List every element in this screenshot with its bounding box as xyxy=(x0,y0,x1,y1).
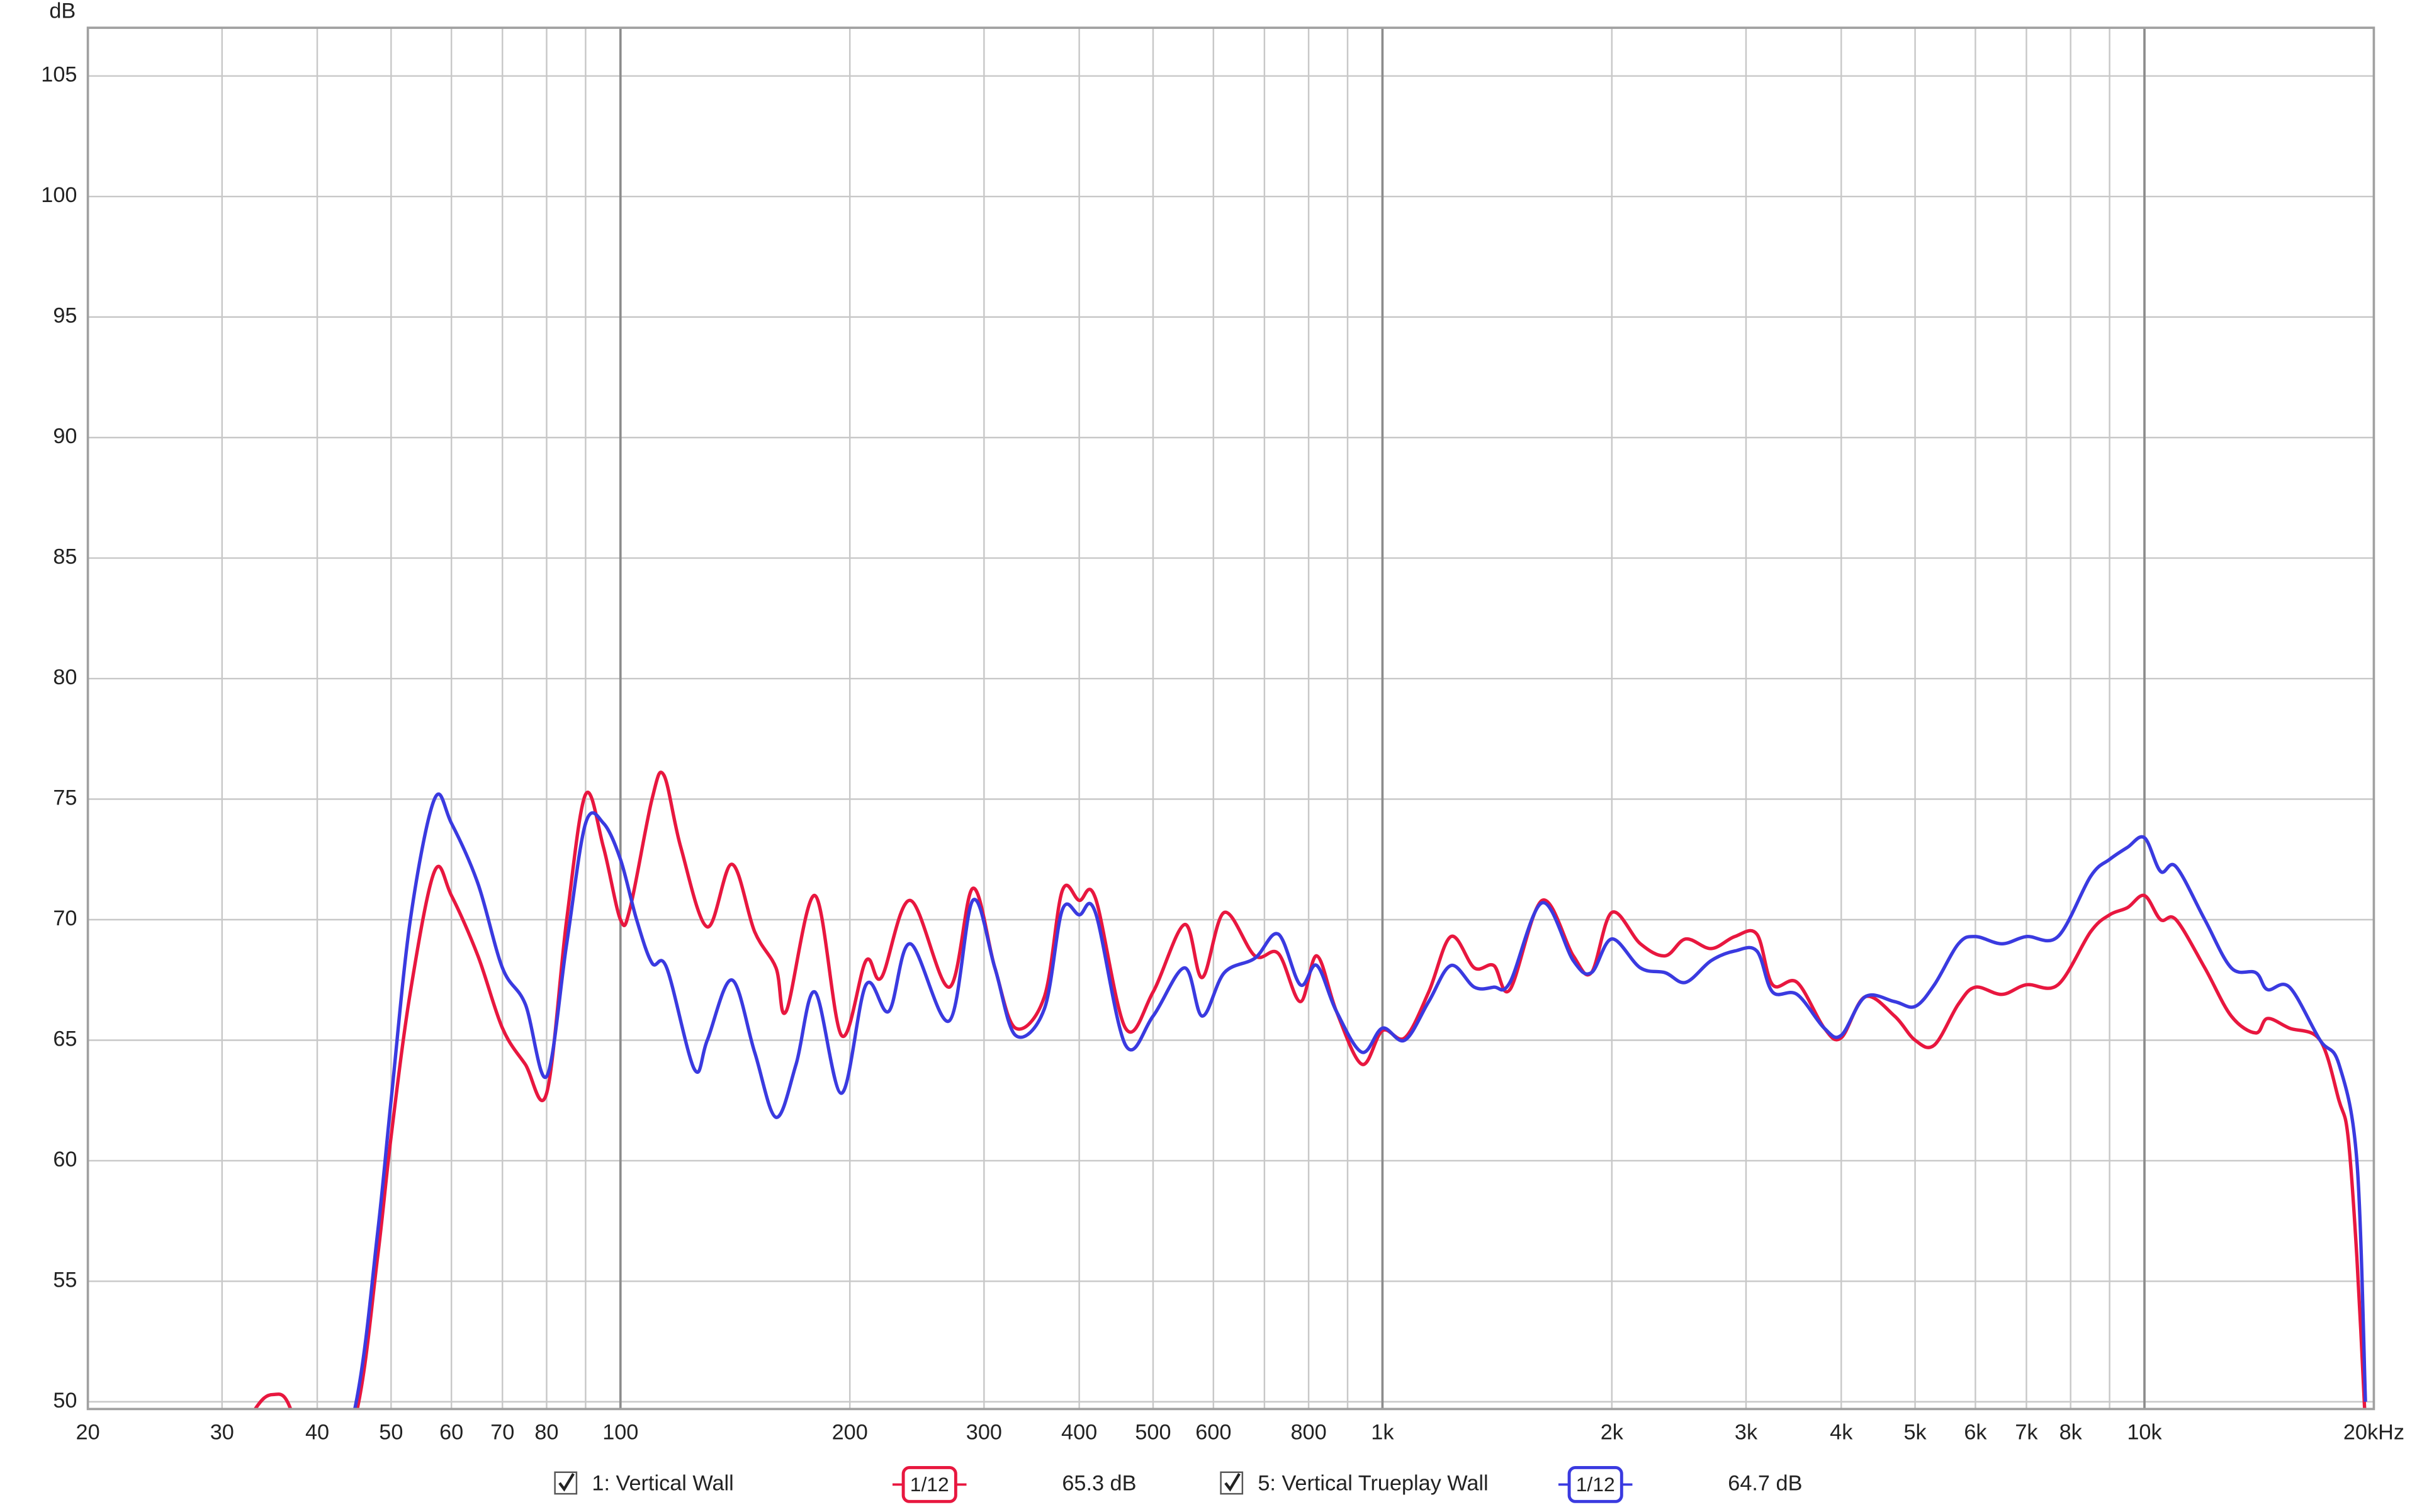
y-tick-label: 95 xyxy=(53,304,77,328)
smoothing-label: 1/12 xyxy=(910,1473,949,1496)
legend-label: 5: Vertical Trueplay Wall xyxy=(1258,1471,1488,1495)
x-tick-label: 300 xyxy=(966,1421,1002,1445)
legend-level: 64.7 dB xyxy=(1728,1471,1802,1495)
y-tick-label: 50 xyxy=(53,1389,77,1413)
x-tick-label: 4k xyxy=(1830,1421,1853,1445)
x-tick-label: 70 xyxy=(490,1421,514,1445)
x-tick-label: 10k xyxy=(2127,1421,2162,1445)
x-tick-label: 6k xyxy=(1964,1421,1987,1445)
legend-item: 5: Vertical Trueplay Wall 1/12 64.7 dB xyxy=(1220,1466,1802,1503)
legend-smoothing[interactable]: 1/12 xyxy=(892,1466,967,1503)
x-tick-label: 50 xyxy=(379,1421,403,1445)
x-tick-label: 5k xyxy=(1903,1421,1927,1445)
plot-border xyxy=(86,26,2375,1411)
y-axis-label: dB xyxy=(49,0,76,23)
x-tick-label: 60 xyxy=(439,1421,463,1445)
legend-smoothing[interactable]: 1/12 xyxy=(1558,1466,1633,1503)
y-tick-label: 85 xyxy=(53,545,77,569)
x-tick-label: 2k xyxy=(1601,1421,1624,1445)
series-line xyxy=(352,792,2367,1409)
x-tick-label: 7k xyxy=(2015,1421,2038,1445)
y-tick-label: 105 xyxy=(41,63,77,87)
y-tick-label: 70 xyxy=(53,906,77,930)
plot-area xyxy=(87,28,2374,1409)
y-tick-label: 65 xyxy=(53,1027,77,1051)
legend-checkbox[interactable] xyxy=(1220,1471,1244,1495)
y-tick-label: 80 xyxy=(53,665,77,689)
legend-level: 65.3 dB xyxy=(1062,1471,1136,1495)
smoothing-label: 1/12 xyxy=(1576,1473,1615,1496)
y-tick-label: 100 xyxy=(41,183,77,207)
checkbox-check xyxy=(1224,1473,1241,1492)
x-tick-label: 20kHz xyxy=(2343,1421,2404,1445)
x-tick-label: 800 xyxy=(1290,1421,1326,1445)
y-tick-label: 60 xyxy=(53,1148,77,1171)
x-tick-label: 600 xyxy=(1195,1421,1231,1445)
y-tick-label: 55 xyxy=(53,1268,77,1292)
smoothing-box xyxy=(901,1466,957,1503)
x-tick-label: 400 xyxy=(1061,1421,1097,1445)
checkbox-check xyxy=(558,1473,575,1492)
x-tick-label: 100 xyxy=(602,1421,638,1445)
smoothing-box xyxy=(1567,1466,1623,1503)
x-tick-label: 1k xyxy=(1371,1421,1394,1445)
x-tick-label: 500 xyxy=(1135,1421,1171,1445)
x-tick-label: 80 xyxy=(534,1421,558,1445)
legend-checkbox[interactable] xyxy=(554,1471,578,1495)
legend-label: 1: Vertical Wall xyxy=(592,1471,733,1495)
x-tick-label: 200 xyxy=(832,1421,868,1445)
x-tick-label: 8k xyxy=(2059,1421,2083,1445)
x-tick-label: 3k xyxy=(1735,1421,1758,1445)
y-tick-label: 90 xyxy=(53,424,77,448)
y-tick-label: 75 xyxy=(53,786,77,810)
x-tick-label: 40 xyxy=(305,1421,329,1445)
legend-item: 1: Vertical Wall 1/12 65.3 dB xyxy=(554,1466,1136,1503)
x-tick-label: 20 xyxy=(76,1421,100,1445)
x-tick-label: 30 xyxy=(210,1421,234,1445)
